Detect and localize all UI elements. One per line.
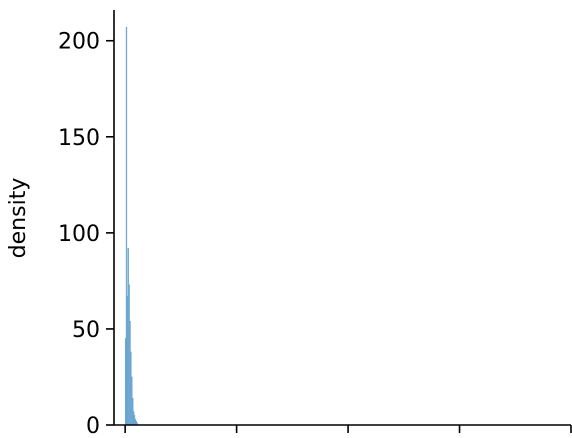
y-tick-label: 150: [58, 126, 100, 151]
y-tick-label: 200: [58, 30, 100, 55]
y-axis-label: density: [6, 178, 31, 259]
y-tick-label: 50: [72, 318, 100, 343]
y-tick-label: 0: [86, 414, 100, 434]
y-axis-ticks: 0 50 100 150 200: [58, 30, 114, 438]
y-tick-label: 100: [58, 222, 100, 247]
x-axis-ticks: [124, 425, 572, 433]
histogram-bars: [124, 27, 138, 426]
